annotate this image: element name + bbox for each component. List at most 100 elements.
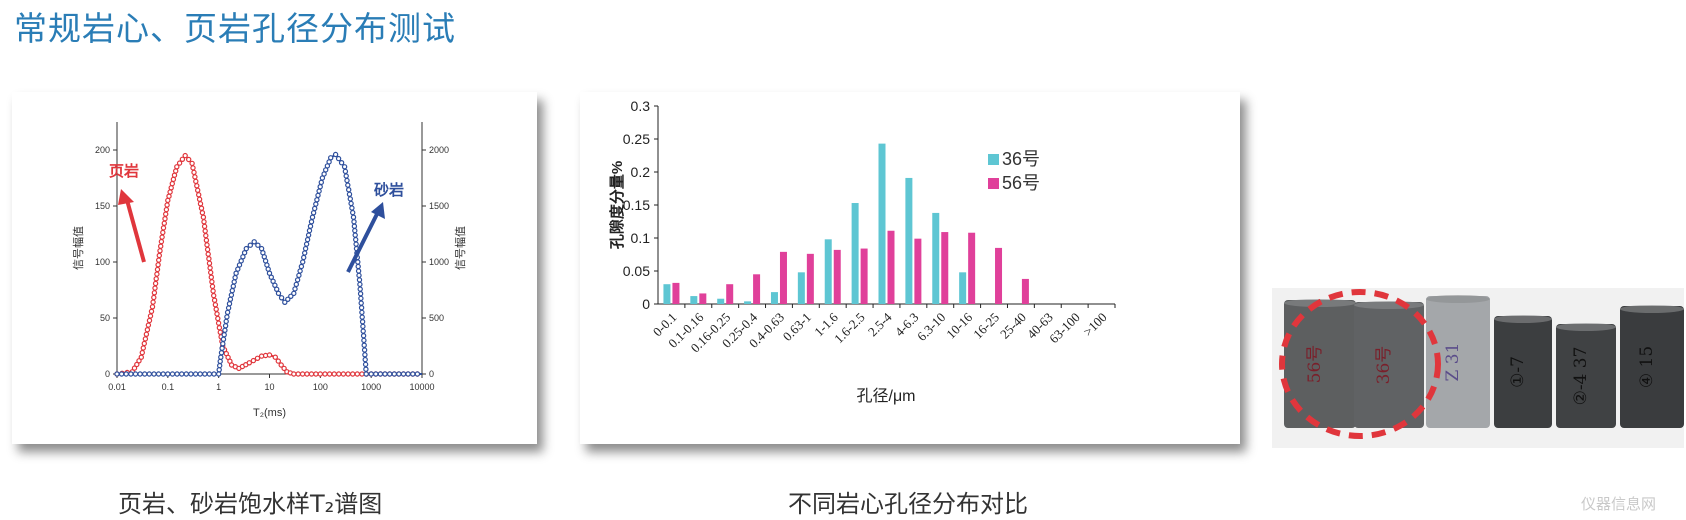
data-point — [224, 309, 231, 316]
x-tick-label: 100 — [313, 382, 328, 392]
data-point — [308, 218, 315, 225]
left-tick-label: 50 — [100, 313, 110, 323]
data-point — [359, 318, 366, 325]
data-point — [361, 342, 367, 348]
page-title: 常规岩心、页岩孔径分布测试 — [14, 9, 456, 48]
data-point — [165, 197, 171, 204]
data-point — [400, 371, 407, 377]
right-tick-label: 1000 — [429, 257, 449, 267]
bar-36号 — [959, 272, 967, 304]
bar-56号 — [941, 232, 949, 304]
data-point — [297, 268, 303, 274]
data-point — [281, 365, 287, 372]
data-point — [179, 156, 186, 163]
data-point — [145, 322, 152, 328]
data-point — [225, 305, 232, 311]
x-tick-label: 63-100 — [1046, 310, 1083, 347]
arrow-sandstone-head — [371, 202, 385, 219]
data-point — [355, 268, 362, 274]
data-point — [217, 358, 223, 365]
data-point — [318, 179, 324, 186]
data-point — [190, 165, 196, 171]
data-point — [360, 323, 366, 330]
data-point — [221, 332, 227, 338]
data-point — [359, 371, 365, 377]
data-point — [349, 205, 355, 211]
data-point — [169, 180, 175, 187]
y-tick-label: 0.25 — [623, 131, 650, 147]
data-point — [310, 210, 317, 216]
data-point — [146, 371, 152, 377]
data-point — [201, 223, 208, 230]
bar-36号 — [905, 177, 913, 304]
data-point — [160, 229, 166, 236]
data-point — [247, 242, 253, 248]
bar-56号 — [806, 253, 814, 304]
data-point — [194, 183, 200, 189]
core-sample — [1494, 316, 1552, 428]
data-point — [338, 159, 345, 166]
data-point — [243, 245, 249, 252]
data-point — [255, 242, 261, 248]
data-point — [363, 371, 369, 377]
data-point — [343, 173, 349, 179]
data-point — [309, 214, 316, 220]
data-point — [315, 192, 321, 199]
data-point — [314, 197, 320, 203]
data-point — [353, 236, 359, 243]
bar-36号 — [824, 239, 832, 304]
x-tick-label: 2.5-4 — [865, 309, 895, 339]
data-point — [206, 371, 213, 377]
bar-36号 — [932, 212, 940, 304]
y-tick-label: 0 — [642, 296, 650, 312]
data-point — [332, 151, 339, 158]
bar-56号 — [672, 282, 680, 304]
x-tick-label: 25-40 — [997, 310, 1029, 342]
left-tick-label: 200 — [95, 145, 110, 155]
data-point — [227, 296, 234, 302]
data-point — [144, 326, 151, 333]
data-point — [192, 371, 199, 377]
right-axis-label: 信号幅值 — [454, 226, 467, 270]
data-point — [211, 297, 218, 303]
data-point — [174, 371, 180, 377]
data-point — [348, 200, 354, 207]
bar-56号 — [914, 238, 922, 304]
data-point — [306, 227, 313, 234]
data-point — [317, 183, 323, 190]
core-sample — [1426, 296, 1490, 428]
data-point — [182, 152, 188, 159]
core-sample — [1556, 324, 1616, 428]
data-point — [209, 283, 216, 290]
data-point — [356, 272, 362, 279]
data-point — [160, 371, 166, 377]
data-point — [361, 337, 367, 344]
core-top — [1494, 315, 1552, 323]
x-tick-label: >100 — [1080, 310, 1110, 340]
data-point — [272, 354, 278, 360]
data-point — [360, 328, 366, 334]
data-point — [356, 277, 363, 283]
data-point — [205, 251, 211, 257]
data-point — [345, 371, 351, 377]
x-tick-label: 16-25 — [970, 310, 1002, 342]
data-point — [336, 371, 342, 377]
x-tick-label: 10000 — [409, 382, 434, 392]
data-point — [154, 266, 161, 273]
core-top — [1354, 301, 1424, 309]
data-point — [163, 206, 170, 213]
data-point — [305, 232, 312, 238]
data-point — [312, 205, 318, 212]
data-point — [189, 160, 195, 167]
data-point — [347, 196, 353, 202]
legend-swatch — [988, 178, 999, 189]
bar-56号 — [1021, 278, 1029, 304]
data-point — [164, 202, 170, 208]
data-point — [141, 371, 148, 377]
data-point — [165, 371, 171, 377]
data-point — [357, 290, 364, 297]
pore-size-bar-chart: 00.050.10.150.20.250.30-0.10.1-0.160.16-… — [608, 98, 1116, 405]
data-point — [151, 371, 157, 377]
data-point — [308, 371, 315, 377]
